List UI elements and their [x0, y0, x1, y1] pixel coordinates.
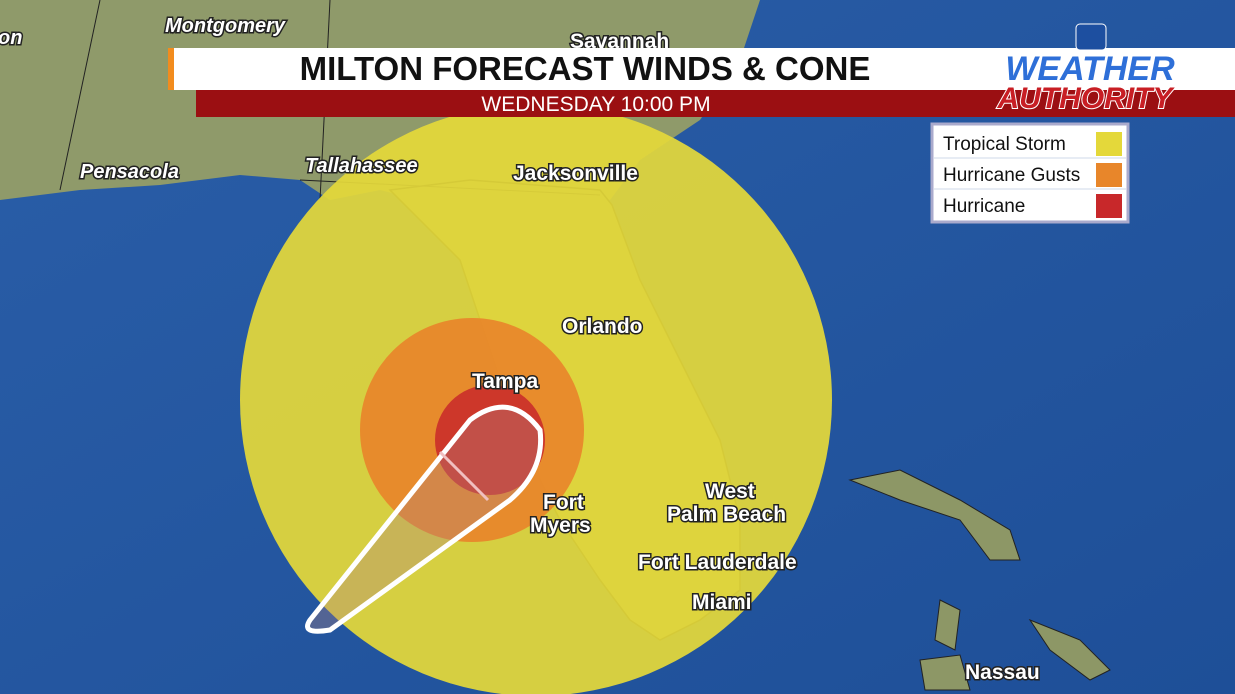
- cone-fill: [307, 407, 541, 632]
- cone-line: [438, 450, 490, 502]
- city-label: Palm Beach: [667, 503, 786, 526]
- city-label: Montgomery: [165, 15, 286, 37]
- logo-authority: AUTHORITY: [997, 82, 1176, 115]
- bahamas: [848, 469, 1111, 691]
- city-label: on: [0, 27, 22, 49]
- legend-label: Tropical Storm: [943, 134, 1066, 155]
- forecast-cone: [305, 404, 544, 634]
- legend-swatch: [1096, 163, 1122, 187]
- city-label: Fort: [543, 491, 584, 514]
- title-accent: [168, 48, 174, 90]
- legend-label: Hurricane Gusts: [943, 165, 1080, 186]
- legend-label: Hurricane: [943, 196, 1025, 217]
- legend: Tropical Storm Hurricane Gusts Hurricane: [930, 122, 1130, 224]
- logo-weather: WEATHER: [1005, 50, 1175, 88]
- city-label: Nassau: [965, 661, 1040, 684]
- city-label: Miami: [692, 591, 752, 614]
- subtitle: WEDNESDAY 10:00 PM: [481, 93, 710, 116]
- legend-box: [930, 122, 1130, 224]
- title: MILTON FORECAST WINDS & CONE: [300, 50, 871, 87]
- legend-swatch: [1096, 194, 1122, 218]
- legend-swatch: [1096, 132, 1122, 156]
- city-label: West: [705, 480, 755, 503]
- subtitle-bar: [196, 90, 1235, 117]
- city-label: Tampa: [472, 370, 538, 393]
- city-label: Myers: [530, 514, 591, 537]
- city-label: Fort Lauderdale: [638, 551, 797, 574]
- title-bar: [168, 48, 1235, 90]
- station-logo: [1075, 23, 1107, 51]
- city-label: Tallahassee: [305, 155, 418, 177]
- city-label: Orlando: [562, 315, 643, 338]
- city-label: Pensacola: [80, 161, 179, 183]
- city-label: Jacksonville: [513, 162, 638, 185]
